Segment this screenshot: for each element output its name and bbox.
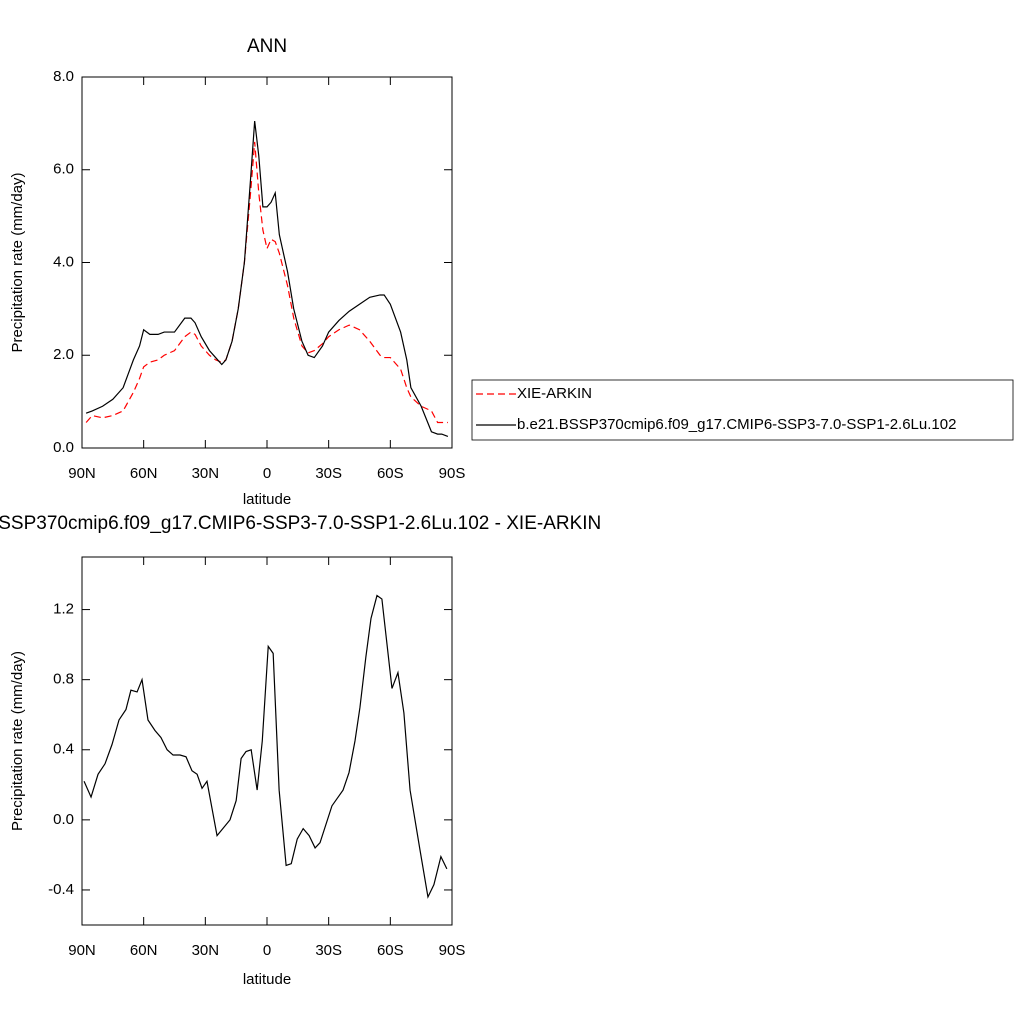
y-tick-label: 0.8 <box>53 671 74 688</box>
x-tick-label: 30N <box>192 942 220 959</box>
y-tick-label: 0.0 <box>53 439 74 456</box>
x-tick-label: 90N <box>68 465 96 482</box>
y-tick-label: 1.2 <box>53 601 74 618</box>
y-tick-label: 6.0 <box>53 161 74 178</box>
chart-title: b.e21.BSSP370cmip6.f09_g17.CMIP6-SSP3-7.… <box>0 513 601 534</box>
legend-label: XIE-ARKIN <box>517 385 592 402</box>
x-tick-label: 60S <box>377 942 404 959</box>
x-tick-label: 30S <box>315 465 342 482</box>
plot-frame <box>81 76 453 449</box>
legend-label: b.e21.BSSP370cmip6.f09_g17.CMIP6-SSP3-7.… <box>517 416 956 433</box>
x-tick-label: 90S <box>439 942 466 959</box>
x-tick-label: 90S <box>439 465 466 482</box>
x-tick-label: 0 <box>263 465 271 482</box>
x-tick-label: 30N <box>192 465 220 482</box>
x-tick-label: 60S <box>377 465 404 482</box>
y-axis-label: Precipitation rate (mm/day) <box>9 172 26 352</box>
x-tick-label: 60N <box>130 942 158 959</box>
chart-title: ANN <box>247 36 287 57</box>
y-axis-label: Precipitation rate (mm/day) <box>9 651 26 831</box>
data-line <box>85 120 449 437</box>
x-axis-label: latitude <box>243 971 291 988</box>
data-line <box>83 594 448 899</box>
y-tick-label: -0.4 <box>48 881 74 898</box>
x-tick-label: 60N <box>130 465 158 482</box>
x-tick-label: 0 <box>263 942 271 959</box>
plot-frame <box>81 556 453 926</box>
x-tick-label: 90N <box>68 942 96 959</box>
data-line <box>85 141 448 424</box>
y-tick-label: 0.0 <box>53 811 74 828</box>
x-tick-label: 30S <box>315 942 342 959</box>
y-tick-label: 0.4 <box>53 741 74 758</box>
y-tick-label: 4.0 <box>53 253 74 270</box>
x-axis-label: latitude <box>243 491 291 508</box>
legend-box <box>471 379 1014 441</box>
y-tick-label: 8.0 <box>53 68 74 85</box>
y-tick-label: 2.0 <box>53 346 74 363</box>
